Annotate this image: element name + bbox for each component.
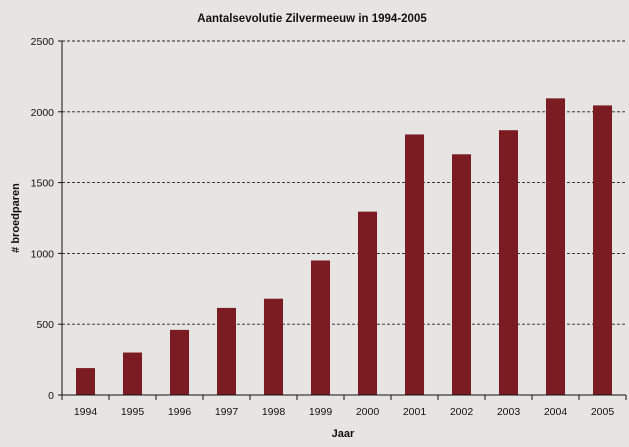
x-tick-label: 2001 (403, 406, 427, 418)
bar-2002 (451, 154, 472, 395)
x-tick-label: 2000 (356, 406, 380, 418)
x-tick-label: 2002 (450, 406, 474, 418)
bar-1996 (169, 329, 190, 395)
x-axis-ticks: 1994 1995 1996 1997 1998 1999 2000 2001 2002 2003… (61, 395, 627, 418)
bar-1997 (216, 307, 237, 395)
x-tick-label: 1994 (74, 406, 98, 418)
y-tick-label: 2000 (31, 107, 55, 119)
bar-1995 (122, 352, 143, 395)
x-axis-title: Jaar (332, 428, 355, 440)
x-tick-label: 1995 (121, 406, 145, 418)
bar-2003 (498, 130, 519, 395)
y-tick-label: 2500 (31, 36, 55, 48)
x-tick-label: 2003 (497, 406, 521, 418)
bar-2005 (592, 105, 613, 395)
bar-2004 (545, 98, 566, 396)
x-tick-label: 1996 (168, 406, 192, 418)
bar-2000 (357, 211, 378, 395)
y-axis-ticks: 0 500 1000 1500 2000 2500 (31, 36, 62, 402)
y-tick-label: 500 (36, 319, 54, 331)
x-tick-label: 2004 (544, 406, 568, 418)
bars (75, 98, 613, 396)
bar-1998 (263, 298, 284, 395)
gridlines (62, 40, 626, 325)
x-tick-label: 1997 (215, 406, 239, 418)
x-tick-label: 1999 (309, 406, 333, 418)
y-tick-label: 0 (48, 390, 54, 402)
bar-1994 (75, 368, 96, 395)
y-tick-label: 1500 (31, 178, 55, 190)
bar-1999 (310, 260, 331, 395)
chart-title: Aantalsevolutie Zilvermeeuw in 1994-2005 (197, 13, 427, 25)
y-tick-label: 1000 (31, 248, 55, 260)
x-tick-label: 1998 (262, 406, 286, 418)
y-axis-title: # broedparen (10, 183, 22, 253)
x-tick-label: 2005 (591, 406, 615, 418)
bar-2001 (404, 134, 425, 395)
